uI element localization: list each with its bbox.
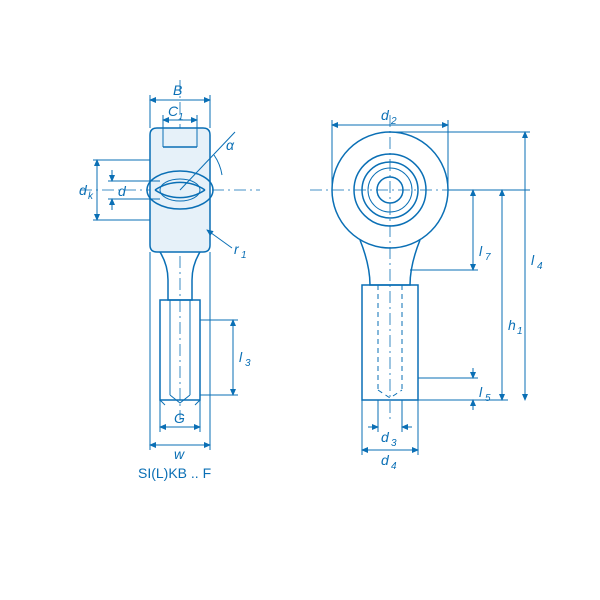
label-dk-sub: k [88,191,94,202]
label-d4: d [381,452,390,468]
label-w: w [174,446,185,462]
label-alpha: α [226,137,235,153]
label-B: B [173,82,182,98]
label-G: G [174,410,185,426]
side-view: B C 1 α d d k r 1 l 3 [79,80,260,481]
part-label: SI(L)KB .. F [138,465,211,481]
label-l3: l [239,349,243,365]
label-l5-sub: 5 [485,393,491,404]
label-d3-sub: 3 [391,438,397,449]
label-r1-sub: 1 [241,250,247,261]
label-h1: h [508,317,516,333]
label-d2-sub: 2 [390,116,397,127]
label-d2: d [381,107,390,123]
front-view: d 2 l 7 h 1 l 4 l 5 d 3 d [310,107,543,472]
label-l5: l [479,384,483,400]
label-d4-sub: 4 [391,461,397,472]
label-C1-sub: 1 [178,112,184,123]
label-l3-sub: 3 [245,358,251,369]
label-dk: d [79,182,88,198]
label-l7: l [479,243,483,259]
label-l4: l [531,252,535,268]
label-h1-sub: 1 [517,326,523,337]
label-r1: r [234,241,240,257]
label-d3: d [381,429,390,445]
technical-drawing: B C 1 α d d k r 1 l 3 [0,0,600,600]
label-l7-sub: 7 [485,252,491,263]
label-l4-sub: 4 [537,261,543,272]
label-d: d [118,183,127,199]
